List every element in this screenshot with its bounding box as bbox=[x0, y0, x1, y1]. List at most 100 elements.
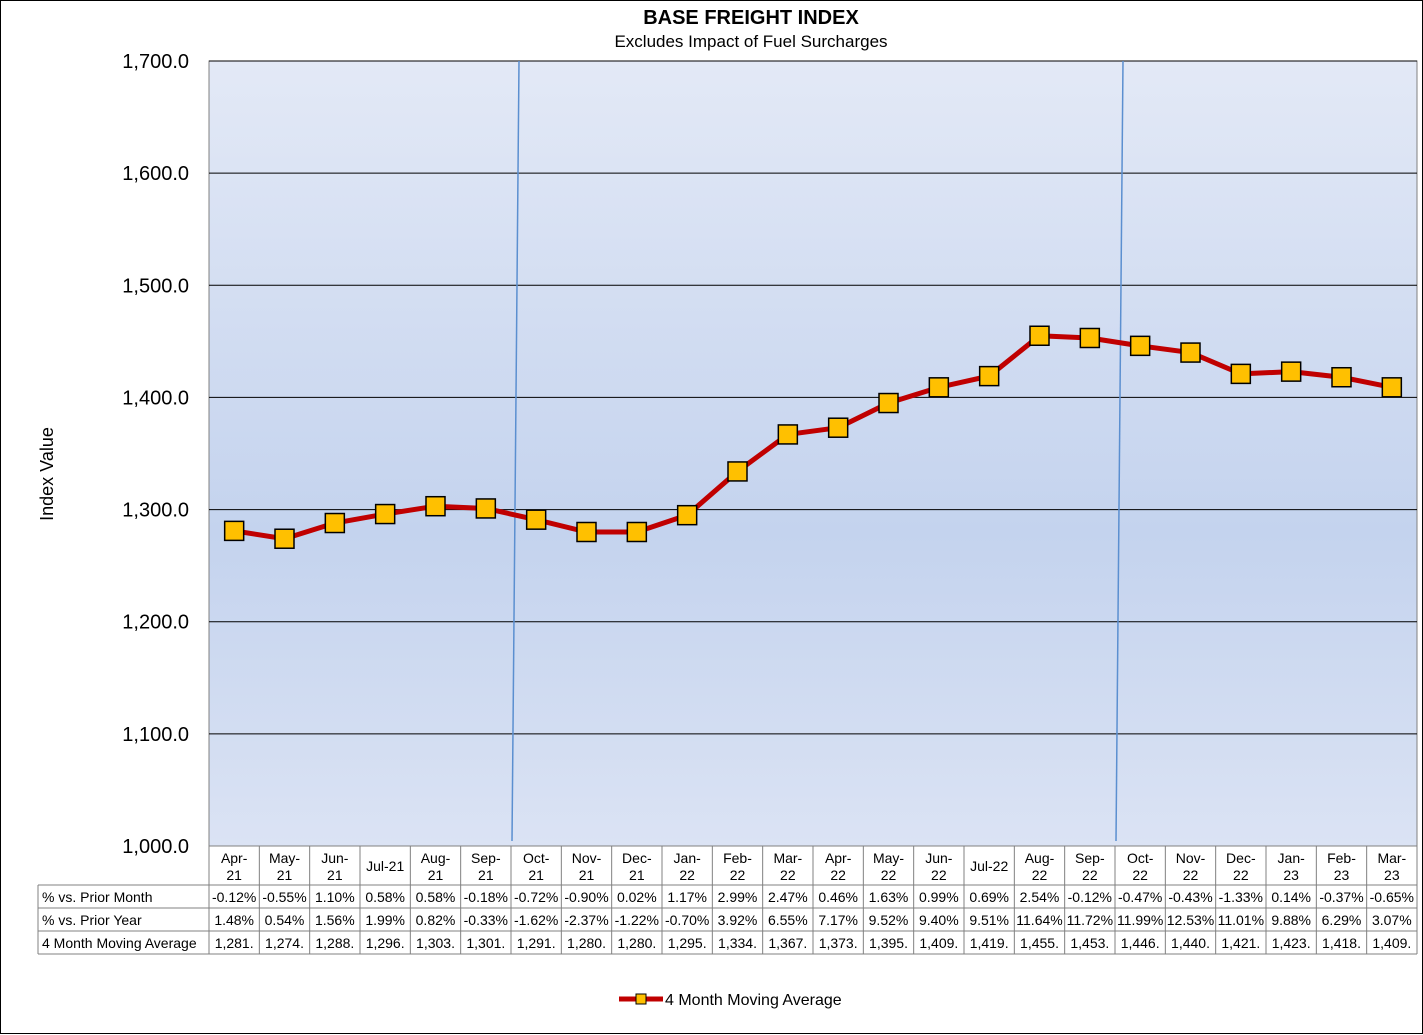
table-cell: -1.22% bbox=[615, 912, 659, 928]
x-category-label: Feb-23 bbox=[1327, 850, 1356, 883]
table-cell: 1,418. bbox=[1322, 935, 1361, 951]
data-point-marker bbox=[223, 520, 245, 542]
table-row-label: % vs. Prior Year bbox=[42, 912, 142, 928]
table-cell: -0.65% bbox=[1370, 889, 1414, 905]
x-category-label: Mar-23 bbox=[1377, 850, 1406, 883]
table-cell: -0.37% bbox=[1319, 889, 1363, 905]
y-tick-label: 1,500.0 bbox=[122, 275, 189, 297]
table-cell: 0.14% bbox=[1271, 889, 1311, 905]
x-category-label: Nov-22 bbox=[1176, 850, 1206, 883]
table-cell: -2.37% bbox=[564, 912, 608, 928]
x-category-label: Oct-21 bbox=[523, 850, 550, 883]
table-cell: 0.54% bbox=[265, 912, 305, 928]
table-cell: 1.63% bbox=[869, 889, 909, 905]
x-category-label: Sep-22 bbox=[1075, 850, 1105, 883]
table-cell: 1,440. bbox=[1171, 935, 1210, 951]
x-category-label: Dec-21 bbox=[622, 850, 652, 883]
table-cell: -0.12% bbox=[1068, 889, 1112, 905]
x-category-label: Jan-22 bbox=[674, 850, 702, 883]
y-tick-label: 1,100.0 bbox=[122, 724, 189, 746]
table-cell: 2.54% bbox=[1020, 889, 1060, 905]
table-cell: 0.46% bbox=[818, 889, 858, 905]
x-category-label: Sep-21 bbox=[471, 850, 501, 883]
y-axis-ticks: 1,000.0 1,100.0 1,200.0 1,300.0 1,400.0 1,500… bbox=[122, 51, 189, 858]
table-cell: 7.17% bbox=[818, 912, 858, 928]
data-point-marker bbox=[827, 417, 849, 438]
table-cell: 1.48% bbox=[214, 912, 254, 928]
table-cell: 11.01% bbox=[1218, 912, 1264, 928]
table-cell: 1,288. bbox=[315, 935, 354, 951]
table-cell: 6.29% bbox=[1322, 912, 1362, 928]
x-category-label: Jul-22 bbox=[970, 858, 1008, 874]
table-cell: 1,409. bbox=[1372, 935, 1411, 951]
table-cell: 1,395. bbox=[869, 935, 908, 951]
data-point-marker bbox=[475, 498, 497, 519]
table-cell: 9.51% bbox=[969, 912, 1009, 928]
table-cell: 1,280. bbox=[567, 935, 606, 951]
table-cell: 3.07% bbox=[1372, 912, 1412, 928]
table-cell: -0.90% bbox=[564, 889, 608, 905]
table-cell: -1.62% bbox=[514, 912, 558, 928]
table-cell: 1,421. bbox=[1221, 935, 1260, 951]
table-cell: 0.82% bbox=[416, 912, 456, 928]
table-cell: 1,373. bbox=[819, 935, 858, 951]
table-cell: 6.55% bbox=[768, 912, 808, 928]
table-cell: 1,281. bbox=[215, 935, 254, 951]
plot-background bbox=[208, 60, 1418, 847]
y-axis-label: Index Value bbox=[37, 427, 57, 521]
table-cell: -0.33% bbox=[464, 912, 508, 928]
x-category-label: Apr-21 bbox=[221, 850, 248, 883]
data-point-marker bbox=[727, 461, 748, 482]
table-cell: 1,296. bbox=[366, 935, 405, 951]
table-cell: 1,295. bbox=[668, 935, 707, 951]
table-cell: 2.99% bbox=[718, 889, 758, 905]
table-cell: 9.52% bbox=[869, 912, 909, 928]
table-cell: 11.99% bbox=[1117, 912, 1163, 928]
y-tick-label: 1,600.0 bbox=[122, 163, 189, 185]
x-category-label: Feb-22 bbox=[723, 850, 752, 883]
table-cell: 1,303. bbox=[416, 935, 455, 951]
table-cell: 1,446. bbox=[1121, 935, 1160, 951]
x-category-label: Mar-22 bbox=[773, 850, 802, 883]
data-point-marker bbox=[978, 365, 1000, 387]
chart-subtitle: Excludes Impact of Fuel Surcharges bbox=[614, 32, 888, 51]
table-cell: -0.72% bbox=[514, 889, 558, 905]
table-cell: 1,367. bbox=[768, 935, 807, 951]
table-cell: 1,301. bbox=[466, 935, 505, 951]
table-cell: 1.10% bbox=[315, 889, 355, 905]
x-category-label: Jun-22 bbox=[925, 850, 953, 883]
x-category-label: May-21 bbox=[269, 850, 300, 883]
data-point-marker bbox=[1180, 342, 1201, 363]
data-point-marker bbox=[1230, 363, 1252, 385]
x-category-label: Jan-23 bbox=[1278, 850, 1306, 883]
table-cell: 1,419. bbox=[970, 935, 1009, 951]
table-cell: 12.53% bbox=[1167, 912, 1214, 928]
data-point-marker bbox=[1280, 361, 1302, 382]
table-cell: 1,423. bbox=[1272, 935, 1311, 951]
x-category-label: Jul-21 bbox=[366, 858, 404, 874]
vertical-marker-line bbox=[511, 60, 520, 842]
data-point-marker bbox=[1079, 327, 1101, 349]
x-category-label: Aug-21 bbox=[421, 850, 451, 883]
table-cell: -0.12% bbox=[212, 889, 256, 905]
table-cell: 1,334. bbox=[718, 935, 757, 951]
data-point-marker bbox=[425, 495, 446, 517]
table-cell: 0.69% bbox=[969, 889, 1009, 905]
table-cell: 1.56% bbox=[315, 912, 355, 928]
legend-marker bbox=[635, 993, 647, 1005]
data-point-marker bbox=[1029, 325, 1050, 346]
x-category-label: Dec-22 bbox=[1226, 850, 1256, 883]
table-cell: -0.55% bbox=[262, 889, 306, 905]
data-table: Apr-21 May-21 Jun-21 Jul-21 Aug-21 Sep-21 Oct-… bbox=[37, 846, 1418, 955]
data-point-marker bbox=[878, 392, 899, 414]
table-row-label: 4 Month Moving Average bbox=[42, 935, 197, 951]
x-category-label: May-22 bbox=[873, 850, 904, 883]
table-cell: 0.02% bbox=[617, 889, 657, 905]
table-cell: 11.64% bbox=[1016, 912, 1062, 928]
table-cell: -0.70% bbox=[665, 912, 709, 928]
table-cell: -0.43% bbox=[1168, 889, 1212, 905]
table-cell: 1.17% bbox=[667, 889, 707, 905]
data-point-marker bbox=[777, 424, 799, 445]
